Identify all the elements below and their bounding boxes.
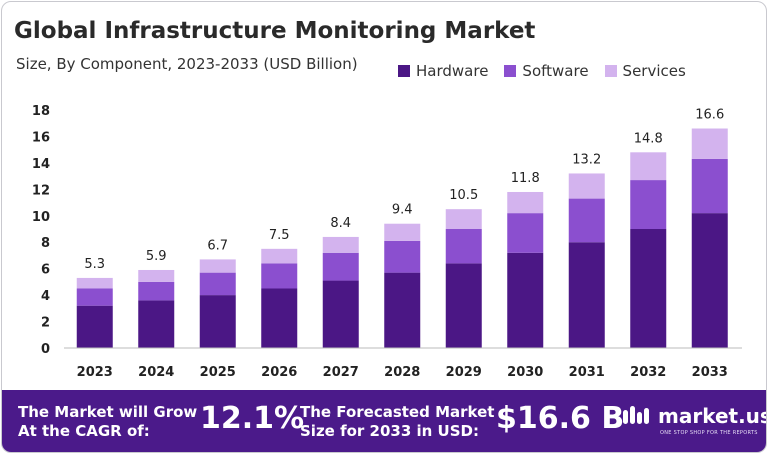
total-label-2031: 13.2 <box>572 152 601 167</box>
legend-item-software: Software <box>504 62 589 80</box>
bar-hardware-2029 <box>445 263 482 348</box>
legend-label-software: Software <box>522 62 589 80</box>
forecast-label-line2: Size for 2033 in USD: <box>300 422 479 440</box>
chart-subtitle: Size, By Component, 2023-2033 (USD Billi… <box>16 55 358 73</box>
bar-services-2024 <box>138 269 175 282</box>
bar-software-2028 <box>384 240 421 273</box>
bar-services-2032 <box>630 152 667 181</box>
y-tick-label: 14 <box>32 157 50 172</box>
total-label-2030: 11.8 <box>511 171 540 186</box>
bar-services-2029 <box>445 209 482 229</box>
brand-logo: market.us ONE STOP SHOP FOR THE REPORTS <box>622 404 767 436</box>
x-tick-label-2032: 2032 <box>630 365 666 380</box>
bar-software-2024 <box>138 281 175 301</box>
bar-software-2027 <box>322 252 359 281</box>
bar-services-2031 <box>568 173 605 199</box>
y-tick-label: 18 <box>32 104 50 119</box>
bar-software-2026 <box>261 263 298 289</box>
bar-hardware-2031 <box>568 242 605 348</box>
stacked-bar-chart: 0 2 4 6 8 10 12 14 16 18 5.3 2023 5.9 2024 6.7 2025 7.5 2… <box>32 104 742 380</box>
x-tick-label-2024: 2024 <box>138 365 174 380</box>
forecast-label: The Forecasted Market Size for 2033 in U… <box>300 403 494 441</box>
bar-services-2023 <box>76 277 113 289</box>
x-tick-label-2029: 2029 <box>446 365 482 380</box>
x-tick-label-2026: 2026 <box>261 365 297 380</box>
bar-hardware-2032 <box>630 229 667 348</box>
total-label-2026: 7.5 <box>269 228 290 243</box>
y-tick-label: 16 <box>32 130 50 145</box>
x-tick-label-2033: 2033 <box>692 365 728 380</box>
y-tick-label: 6 <box>41 263 50 278</box>
y-tick-label: 8 <box>41 236 50 251</box>
bar-software-2029 <box>445 229 482 264</box>
bar-services-2025 <box>199 259 236 273</box>
total-label-2033: 16.6 <box>695 108 724 123</box>
legend-swatch-software <box>504 65 517 77</box>
legend-label-services: Services <box>622 62 686 80</box>
cagr-value: 12.1% <box>200 401 305 436</box>
legend-item-services: Services <box>604 62 686 80</box>
legend: Hardware Software Services <box>398 62 686 80</box>
bar-hardware-2024 <box>138 300 175 348</box>
bar-software-2031 <box>568 198 605 243</box>
x-tick-label-2031: 2031 <box>569 365 605 380</box>
total-label-2029: 10.5 <box>449 188 478 203</box>
legend-swatch-hardware <box>398 65 410 77</box>
y-tick-label: 4 <box>41 289 50 304</box>
brand-name: market.us <box>658 404 767 428</box>
bar-services-2033 <box>691 128 728 159</box>
brand-tagline: ONE STOP SHOP FOR THE REPORTS <box>660 430 758 436</box>
bar-hardware-2033 <box>691 213 728 348</box>
total-label-2024: 5.9 <box>146 249 167 264</box>
y-tick-label: 0 <box>41 342 50 357</box>
footer-banner: The Market will Grow At the CAGR of: 12.… <box>2 390 767 452</box>
bar-services-2030 <box>507 191 544 214</box>
x-tick-label-2023: 2023 <box>77 365 113 380</box>
cagr-label: The Market will Grow At the CAGR of: <box>18 403 197 441</box>
cagr-label-line1: The Market will Grow <box>18 403 198 421</box>
forecast-label-line1: The Forecasted Market <box>300 403 495 421</box>
x-tick-label-2025: 2025 <box>200 365 236 380</box>
bar-hardware-2030 <box>507 252 544 348</box>
total-label-2032: 14.8 <box>634 131 663 146</box>
cagr-label-line2: At the CAGR of: <box>18 422 150 440</box>
bar-hardware-2025 <box>199 295 236 348</box>
legend-swatch-services <box>604 65 617 77</box>
bar-software-2033 <box>691 158 728 214</box>
total-label-2025: 6.7 <box>207 238 228 253</box>
bar-services-2026 <box>261 248 298 264</box>
bar-software-2032 <box>630 180 667 229</box>
bar-hardware-2026 <box>261 288 298 348</box>
bar-services-2028 <box>384 223 421 241</box>
x-tick-label-2027: 2027 <box>323 365 359 380</box>
y-tick-label: 2 <box>41 316 50 331</box>
x-tick-label-2030: 2030 <box>507 365 543 380</box>
legend-label-hardware: Hardware <box>416 62 489 80</box>
bar-hardware-2028 <box>384 272 421 348</box>
bar-hardware-2027 <box>322 280 359 348</box>
y-tick-label: 10 <box>32 210 50 225</box>
x-tick-label-2028: 2028 <box>384 365 420 380</box>
total-label-2023: 5.3 <box>84 257 105 272</box>
legend-item-hardware: Hardware <box>398 62 488 80</box>
bar-hardware-2023 <box>76 305 113 348</box>
chart-title: Global Infrastructure Monitoring Market <box>14 18 536 44</box>
total-label-2027: 8.4 <box>330 216 351 231</box>
total-label-2028: 9.4 <box>392 203 413 218</box>
market-us-logo-icon <box>623 406 649 424</box>
bar-software-2025 <box>199 272 236 296</box>
y-tick-label: 12 <box>32 183 50 198</box>
forecast-value: $16.6 B <box>496 401 625 436</box>
bar-services-2027 <box>322 236 359 253</box>
bar-software-2030 <box>507 213 544 253</box>
bar-software-2023 <box>76 288 113 306</box>
